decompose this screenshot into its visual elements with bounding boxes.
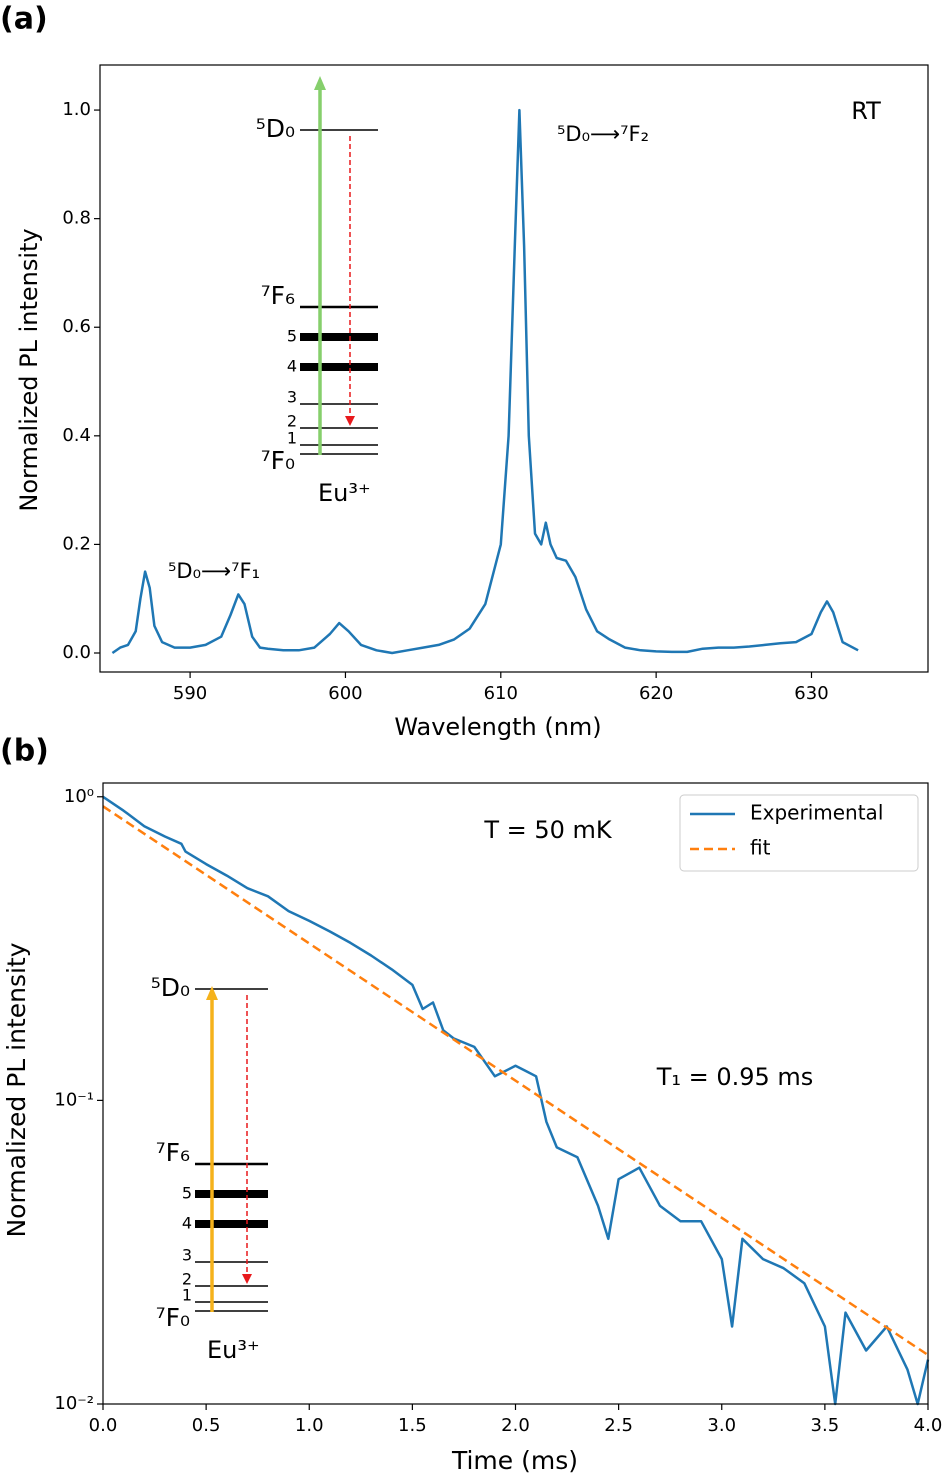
pump-arrow-head	[206, 986, 218, 1000]
data-line	[102, 805, 929, 1357]
level-label: 1	[287, 429, 297, 448]
y-axis-title: Normalized PL intensity	[15, 228, 43, 511]
x-tick-label: 1.5	[398, 1415, 427, 1436]
level-label: 5	[287, 327, 297, 346]
x-tick-label: 610	[484, 683, 518, 704]
legend-box	[679, 794, 919, 872]
level-label: 2	[182, 1270, 192, 1289]
level-label: ⁷F₀	[156, 1303, 190, 1332]
y-tick-label: 0.2	[62, 533, 91, 554]
legend-label: Experimental	[750, 801, 883, 825]
data-line	[102, 795, 930, 1406]
x-tick-label: 0.5	[192, 1415, 221, 1436]
ion-label: Eu³⁺	[207, 1336, 260, 1364]
level-label: ⁵D₀	[256, 114, 295, 143]
legend-label: fit	[750, 836, 771, 860]
x-tick-label: 590	[173, 683, 207, 704]
level-label: ⁷F₆	[156, 1138, 190, 1167]
level-label: 4	[287, 357, 297, 376]
x-tick-label: 630	[794, 683, 828, 704]
level-label: 1	[182, 1286, 192, 1305]
y-tick-label: 10⁻¹	[54, 1089, 94, 1110]
y-axis-title: Normalized PL intensity	[2, 942, 31, 1237]
level-label: 3	[182, 1246, 192, 1265]
annotation: RT	[851, 97, 881, 125]
panel-label: (a)	[0, 2, 48, 37]
x-tick-label: 600	[328, 683, 362, 704]
y-tick-label: 10⁰	[64, 786, 94, 807]
x-axis-title: Wavelength (nm)	[394, 713, 601, 741]
x-tick-label: 620	[639, 683, 673, 704]
x-tick-label: 2.5	[604, 1415, 633, 1436]
y-tick-label: 0.4	[62, 425, 91, 446]
y-tick-label: 0.8	[62, 208, 91, 229]
emission-arrow-head	[345, 416, 355, 426]
x-axis-title: Time (ms)	[451, 1446, 578, 1475]
annotation: ⁵D₀⟶⁷F₁	[168, 559, 260, 583]
ion-label: Eu³⁺	[318, 479, 371, 507]
x-tick-label: 1.0	[295, 1415, 324, 1436]
level-label: 4	[182, 1214, 192, 1233]
plot-frame	[102, 782, 929, 1405]
y-tick-label: 1.0	[62, 99, 91, 120]
panel-label: (b)	[0, 734, 49, 769]
x-tick-label: 3.5	[811, 1415, 840, 1436]
y-tick-label: 10⁻²	[54, 1393, 94, 1414]
y-tick-label: 0.0	[62, 642, 91, 663]
x-tick-label: 2.0	[501, 1415, 530, 1436]
x-tick-label: 0.0	[89, 1415, 118, 1436]
plot-frame	[99, 64, 929, 673]
annotation: ⁵D₀⟶⁷F₂	[557, 122, 649, 146]
level-label: 5	[182, 1184, 192, 1203]
level-label: ⁷F₆	[261, 281, 295, 310]
data-line	[111, 108, 859, 655]
x-tick-label: 3.0	[707, 1415, 736, 1436]
y-tick-label: 0.6	[62, 316, 91, 337]
level-label: ⁷F₀	[261, 446, 295, 475]
annotation: T₁ = 0.95 ms	[656, 1063, 814, 1091]
level-label: ⁵D₀	[151, 973, 190, 1002]
annotation: T = 50 mK	[483, 816, 613, 844]
emission-arrow-head	[242, 1274, 252, 1284]
level-label: 2	[287, 412, 297, 431]
pump-arrow-head	[314, 76, 326, 90]
x-tick-label: 4.0	[914, 1415, 943, 1436]
level-label: 3	[287, 388, 297, 407]
